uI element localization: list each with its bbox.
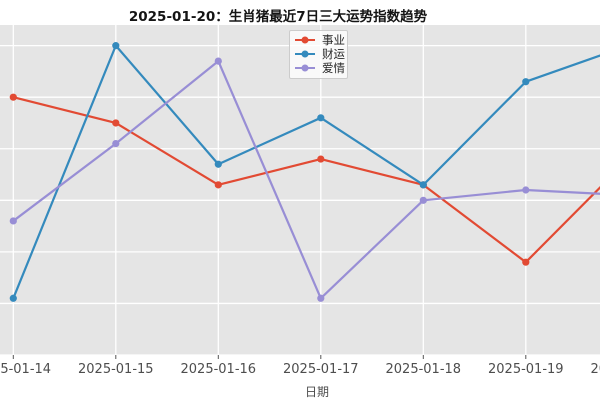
legend-item-career: 事业: [295, 33, 345, 47]
x-tick-label: 2025-01-16: [180, 362, 257, 377]
x-tick-label: 2025-01-14: [0, 362, 52, 377]
x-tick-label: 2025-01-19: [488, 362, 564, 377]
x-tick-label: 2025-01-15: [78, 362, 154, 377]
legend-item-wealth: 财运: [295, 47, 345, 61]
legend-label-wealth: 财运: [322, 47, 345, 61]
chart-title: 2025-01-20：生肖猪最近7日三大运势指数趋势: [128, 9, 428, 25]
legend: 事业 财运 爱情: [289, 30, 348, 79]
line-marker-swatch-icon: [295, 36, 315, 44]
legend-label-love: 爱情: [322, 61, 345, 75]
legend-label-career: 事业: [322, 33, 345, 47]
x-tick-label: 2025-01-18: [385, 362, 462, 377]
legend-item-love: 爱情: [295, 61, 345, 75]
x-tick-label: 2025-01-17: [283, 362, 359, 377]
x-tick-label: 2025-01-20: [590, 362, 600, 377]
line-marker-swatch-icon: [295, 64, 315, 72]
line-marker-swatch-icon: [295, 50, 315, 58]
x-axis-title: 日期: [304, 385, 330, 399]
